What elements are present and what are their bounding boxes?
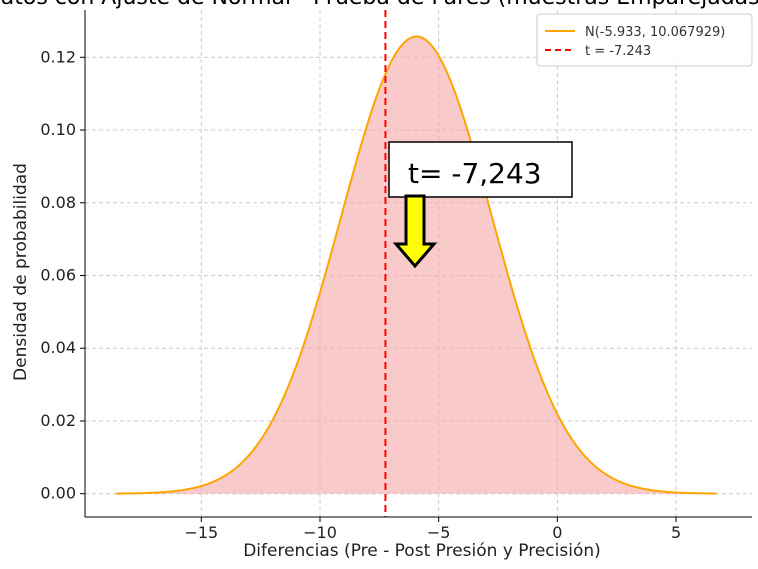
annotation-label: t= -7,243 [408, 157, 542, 190]
legend-label: t = -7.243 [585, 44, 651, 59]
x-tick-label: −10 [303, 523, 337, 542]
y-tick-label: 0.06 [40, 266, 76, 285]
y-tick-label: 0.04 [40, 338, 76, 357]
y-tick-label: 0.00 [40, 484, 76, 503]
x-tick-label: −5 [427, 523, 451, 542]
annotation: t= -7,243 [388, 141, 573, 269]
distribution-curve [115, 35, 717, 495]
y-axis-label: Densidad de probabilidad [11, 163, 31, 381]
legend-label: N(-5.933, 10.067929) [585, 25, 725, 40]
x-axis-label: Diferencias (Pre - Post Presión y Precis… [243, 541, 601, 561]
y-tick-label: 0.08 [40, 193, 76, 212]
y-tick-label: 0.02 [40, 411, 76, 430]
annotation-box [388, 141, 573, 198]
x-tick-label: 5 [671, 523, 681, 542]
chart-title: de datos con Ajuste de Normal - Prueba d… [0, 0, 758, 10]
x-tick-label: −15 [184, 523, 218, 542]
y-tick-label: 0.10 [40, 120, 76, 139]
y-tick-label: 0.12 [40, 47, 76, 66]
axes: −15 −10 −5 0 5 0.00 0.02 0.04 0.06 0.08 0.10 0.12 [40, 10, 752, 542]
legend: N(-5.933, 10.067929) t = -7.243 [536, 13, 753, 67]
annotation-arrow [392, 194, 438, 269]
x-tick-label: 0 [552, 523, 562, 542]
legend-box [536, 13, 753, 67]
